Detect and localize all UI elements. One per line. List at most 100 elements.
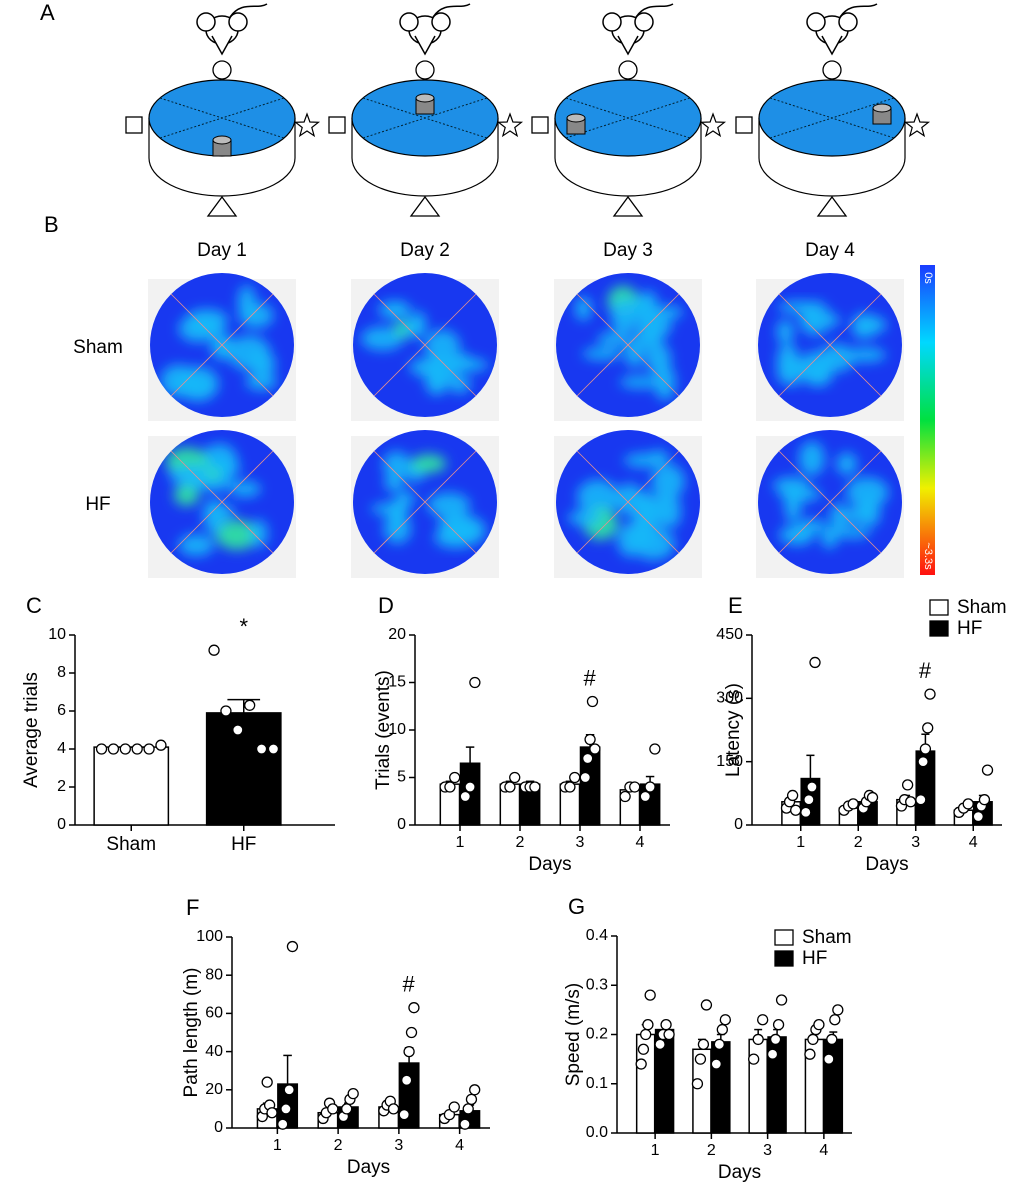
mouse-tail [432,3,471,18]
data-point [449,771,461,784]
data-point [866,791,879,804]
heat-blob [836,452,858,476]
heat-blob [818,343,855,372]
heat-blob [213,340,231,358]
heat-blob [228,335,271,371]
x-tick-label: 2 [707,1142,716,1159]
heat-blob [651,464,685,500]
legend-label: Sham [802,927,852,948]
data-point [654,1038,666,1050]
data-point [772,1019,785,1031]
cue-circle [212,60,232,80]
platform-top [212,135,232,145]
bar [93,746,170,826]
data-point [267,743,280,755]
heat-blob [610,298,639,335]
data-point [444,781,456,793]
mouse-ear [228,12,248,32]
data-point [509,771,521,784]
data-point [462,1103,474,1115]
data-point [832,1004,844,1016]
x-tick-label: 3 [911,834,920,851]
bar [823,1038,844,1134]
x-tick-label: 4 [819,1142,828,1159]
data-point [465,1093,478,1105]
data-point [582,752,594,765]
x-tick-label: 3 [394,1137,403,1154]
heat-blob [382,451,411,478]
heat-blob [384,473,404,492]
data-point [131,743,143,755]
cue-triangle [206,195,238,217]
data-point [459,1118,471,1130]
x-tick-label: Sham [106,834,156,855]
x-tick-label: 4 [636,834,645,851]
mouse-ear [838,12,858,32]
mouse-ear [399,12,419,32]
x-tick-label: 2 [516,834,525,851]
y-tick-label: 40 [205,1043,223,1060]
data-point [962,798,974,810]
data-point [978,794,991,806]
y-tick-label: 0.2 [586,1026,608,1043]
heat-blob [427,492,471,518]
y-tick-label: 20 [205,1081,223,1098]
heat-blob [202,316,220,340]
heat-blob [614,483,645,516]
heat-blob [360,326,404,351]
x-tick-label: 1 [651,1142,660,1159]
quadrant [170,450,274,554]
cue-triangle [816,195,848,217]
heat-blob [582,347,623,361]
mouse-tail [229,3,268,18]
cue-star [903,112,931,138]
y-axis-label: Path length (m) [181,968,202,1098]
data-point [823,1053,835,1065]
data-point [829,1014,841,1026]
cue-circle [618,60,638,80]
group-label: Sham [73,337,123,358]
y-tick-label: 10 [48,626,66,643]
mouse-head [414,35,436,56]
data-point [469,676,481,689]
mouse-ear [806,12,826,32]
data-point [644,781,656,793]
data-point [663,1028,675,1041]
heat-blob [178,534,214,557]
x-tick-label: 3 [576,834,585,851]
data-point [387,1103,400,1115]
data-point [341,1103,353,1115]
heat-blob [797,518,827,533]
quadrant [170,293,274,397]
y-axis-label: Average trials [21,672,42,788]
data-point [972,810,984,823]
y-axis-label: Latency (s) [723,683,744,777]
mouse-head [617,35,639,56]
data-point [826,1033,838,1046]
y-tick-label: 0 [397,816,406,833]
data-point [981,764,994,776]
heat-blobs [773,441,889,549]
data-point [280,1103,292,1115]
data-point [277,1118,289,1130]
cue-square [328,116,346,134]
y-tick-label: 5 [397,769,406,786]
heat-blob [574,296,592,321]
cue-square [125,116,143,134]
day-label: Day 3 [603,240,653,261]
mouse-head [821,35,843,56]
data-point [917,756,929,768]
x-tick-label: 1 [796,834,805,851]
arena-diagrams [125,3,931,217]
platform-top [415,93,435,103]
heat-blob [776,319,794,344]
y-tick-label: 0.1 [586,1075,608,1092]
group-label: HF [85,494,110,515]
data-point [579,771,591,784]
cue-circle [822,60,842,80]
y-tick-label: 0.3 [586,976,608,993]
heat-blobs [567,450,685,561]
panel-label: C [26,593,42,618]
heat-blob [567,510,603,526]
